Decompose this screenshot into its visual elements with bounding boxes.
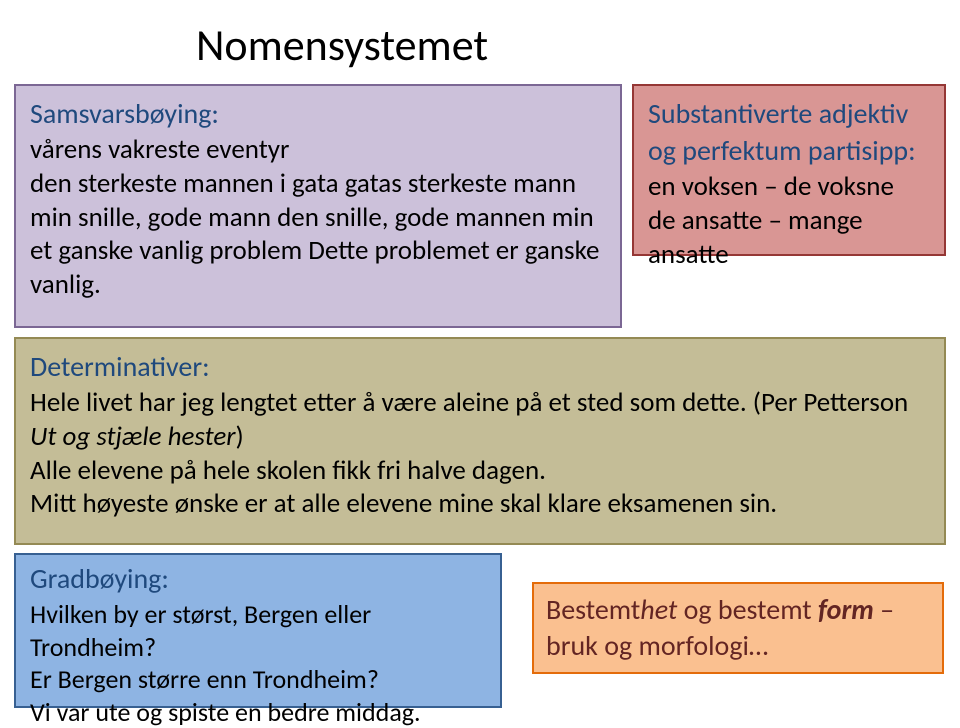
bestemt-part: og bestemt <box>677 592 818 627</box>
gradb-line: Er Bergen større enn Trondheim? <box>30 663 486 696</box>
samsvars-heading: Samsvarsbøying: <box>30 96 606 131</box>
samsvars-line: den sterkeste mannen i gata gatas sterke… <box>30 167 606 201</box>
gradb-line: Hvilken by er størst, Bergen eller Trond… <box>30 598 486 663</box>
determin-line: Alle elevene på hele skolen fikk fri hal… <box>30 454 930 488</box>
gradboying-box: Gradbøying: Hvilken by er størst, Bergen… <box>14 553 502 708</box>
bestemt-text: Bestemthet og bestemt form – bruk og mor… <box>546 592 930 665</box>
substantiv-line: en voksen – de voksne <box>648 170 930 204</box>
determin-line: Hele livet har jeg lengtet etter å være … <box>30 386 930 454</box>
bestemt-italic: het <box>640 592 677 627</box>
gradb-heading: Gradbøying: <box>30 561 486 596</box>
slide: Nomensystemet Samsvarsbøying: vårens vak… <box>0 0 960 716</box>
bestemt-part: Bestemt <box>546 592 640 627</box>
bestemthet-box: Bestemthet og bestemt form – bruk og mor… <box>532 582 944 674</box>
samsvarsboying-box: Samsvarsbøying: vårens vakreste eventyr … <box>14 84 622 328</box>
determin-italic: Ut og stjæle hester <box>30 420 235 453</box>
determin-heading: Determinativer: <box>30 349 930 384</box>
determin-text: ) <box>235 420 243 453</box>
determin-text: Hele livet har jeg lengtet etter å være … <box>30 386 908 419</box>
gradb-line: Vi var ute og spiste en bedre middag. <box>30 696 486 728</box>
determinativer-box: Determinativer: Hele livet har jeg lengt… <box>14 337 946 545</box>
samsvars-line: min snille, gode mann den snille, gode m… <box>30 201 606 235</box>
determin-line: Mitt høyeste ønske er at alle elevene mi… <box>30 487 930 521</box>
bestemt-italic: form <box>818 592 874 627</box>
substantiv-line: de ansatte – mange ansatte <box>648 204 930 272</box>
substantiv-heading: Substantiverte adjektiv <box>648 96 930 131</box>
samsvars-line: et ganske vanlig problem Dette problemet… <box>30 234 606 302</box>
substantiverte-box: Substantiverte adjektiv og perfektum par… <box>632 84 946 256</box>
samsvars-line: vårens vakreste eventyr <box>30 133 606 167</box>
substantiv-heading: og perfektum partisipp: <box>648 133 930 168</box>
slide-title: Nomensystemet <box>196 18 488 72</box>
